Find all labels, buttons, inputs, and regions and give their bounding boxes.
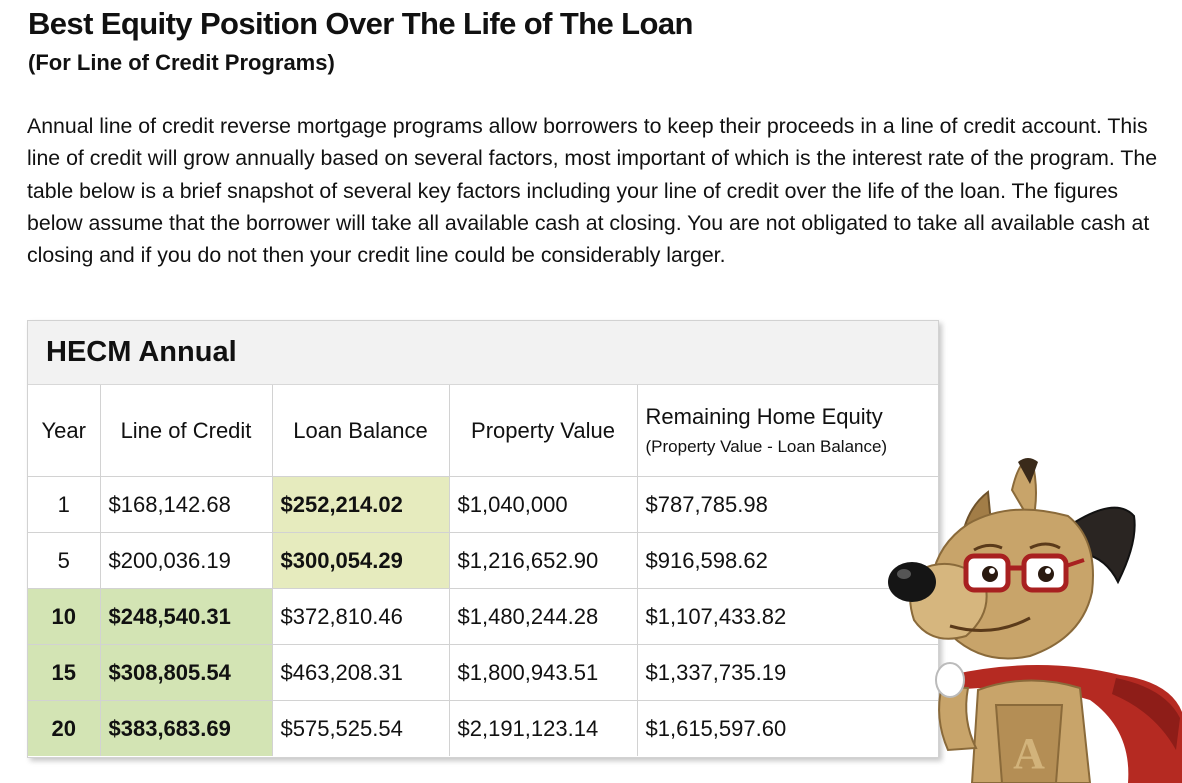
cell-loan-balance: $463,208.31 — [272, 644, 450, 701]
header-remaining-equity: Remaining Home Equity (Property Value - … — [637, 385, 938, 477]
header-line-of-credit: Line of Credit — [100, 385, 273, 477]
svg-text:A: A — [1013, 729, 1045, 778]
header-property-value: Property Value — [449, 385, 638, 477]
table-header-row: Year Line of Credit Loan Balance Propert… — [28, 385, 938, 477]
cell-line-of-credit: $168,142.68 — [100, 476, 273, 533]
card-header: HECM Annual — [28, 321, 938, 385]
cell-remaining-equity: $1,337,735.19 — [637, 644, 938, 701]
cell-loan-balance: $575,525.54 — [272, 700, 450, 756]
header-year: Year — [28, 385, 101, 477]
cell-year: 5 — [28, 532, 101, 589]
cell-year: 15 — [28, 644, 101, 701]
equity-table: Year Line of Credit Loan Balance Propert… — [28, 385, 938, 756]
cell-line-of-credit: $200,036.19 — [100, 532, 273, 589]
table-row: 10 $248,540.31 $372,810.46 $1,480,244.28… — [28, 588, 938, 645]
intro-paragraph: Annual line of credit reverse mortgage p… — [27, 114, 1158, 268]
cell-loan-balance: $252,214.02 — [272, 476, 450, 533]
table-title: HECM Annual — [46, 336, 237, 368]
cell-loan-balance: $300,054.29 — [272, 532, 450, 589]
table-row: 5 $200,036.19 $300,054.29 $1,216,652.90 … — [28, 532, 938, 589]
cell-property-value: $1,800,943.51 — [449, 644, 638, 701]
table-row: 1 $168,142.68 $252,214.02 $1,040,000 $78… — [28, 476, 938, 533]
table-row: 20 $383,683.69 $575,525.54 $2,191,123.14… — [28, 700, 938, 756]
cell-year: 1 — [28, 476, 101, 533]
cell-line-of-credit: $383,683.69 — [100, 700, 273, 756]
cell-property-value: $1,216,652.90 — [449, 532, 638, 589]
header-remaining-equity-note: (Property Value - Loan Balance) — [645, 437, 888, 456]
cell-year: 10 — [28, 588, 101, 645]
cell-property-value: $1,040,000 — [449, 476, 638, 533]
hecm-annual-card: HECM Annual Year Line of Credit Loan Bal… — [27, 320, 939, 758]
table-row: 15 $308,805.54 $463,208.31 $1,800,943.51… — [28, 644, 938, 701]
cell-year: 20 — [28, 700, 101, 756]
header-loan-balance: Loan Balance — [272, 385, 450, 477]
cell-remaining-equity: $787,785.98 — [637, 476, 938, 533]
header-remaining-equity-label: Remaining Home Equity — [645, 404, 883, 429]
cell-property-value: $2,191,123.14 — [449, 700, 638, 756]
page-subtitle: (For Line of Credit Programs) — [28, 50, 335, 75]
cell-remaining-equity: $916,598.62 — [637, 532, 938, 589]
superhero-dog-mascot-icon: A — [888, 458, 1182, 783]
page-title: Best Equity Position Over The Life of Th… — [28, 6, 693, 41]
cell-remaining-equity: $1,615,597.60 — [645, 715, 787, 741]
cell-property-value: $1,480,244.28 — [449, 588, 638, 645]
cell-remaining-equity: $1,107,433.82 — [637, 588, 938, 645]
cell-line-of-credit: $308,805.54 — [100, 644, 273, 701]
cell-loan-balance: $372,810.46 — [272, 588, 450, 645]
cell-line-of-credit: $248,540.31 — [100, 588, 273, 645]
